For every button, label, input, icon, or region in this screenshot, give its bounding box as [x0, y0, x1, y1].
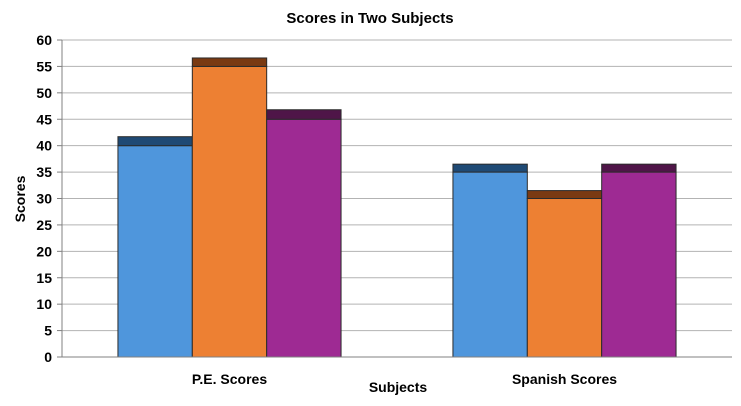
y-tick-label: 35 — [36, 164, 52, 180]
y-tick-label: 10 — [36, 296, 52, 312]
bar-series-2-pe — [191, 65, 268, 358]
bar-cap-series-2-spanish — [526, 190, 603, 199]
bar-cap-series-3-spanish — [601, 163, 677, 173]
x-tick-label: P.E. Scores — [192, 371, 267, 387]
x-axis-label: Subjects — [369, 379, 428, 395]
y-tick-label: 15 — [36, 270, 52, 286]
y-tick-label: 40 — [36, 138, 52, 154]
y-tick-label: 5 — [44, 323, 52, 339]
chart-title: Scores in Two Subjects — [286, 10, 453, 27]
y-tick-label: 50 — [36, 85, 52, 101]
bars — [117, 57, 677, 358]
bar-series-3-spanish — [601, 171, 677, 358]
bar-series-1-pe — [117, 145, 193, 358]
x-axis-ticks: P.E. Scores Spanish Scores — [192, 371, 617, 387]
bar-cap-series-1-pe — [117, 136, 193, 147]
bar-cap-series-1-spanish — [452, 163, 528, 173]
y-axis-ticks: 0 5 10 15 20 25 30 35 40 45 50 55 60 — [36, 32, 62, 365]
bar-cap-series-2-pe — [191, 57, 268, 67]
bar-series-2-spanish — [526, 198, 603, 358]
y-tick-label: 55 — [36, 58, 52, 74]
bar-series-1-spanish — [452, 171, 528, 358]
y-tick-label: 0 — [44, 349, 52, 365]
y-axis-label: Scores — [12, 175, 28, 222]
y-tick-label: 20 — [36, 243, 52, 259]
y-tick-label: 45 — [36, 111, 52, 127]
x-tick-label: Spanish Scores — [512, 371, 617, 387]
bar-series-3-pe — [266, 118, 342, 358]
y-tick-label: 60 — [36, 32, 52, 48]
y-tick-label: 25 — [36, 217, 52, 233]
bar-cap-series-3-pe — [266, 109, 342, 120]
y-tick-label: 30 — [36, 191, 52, 207]
